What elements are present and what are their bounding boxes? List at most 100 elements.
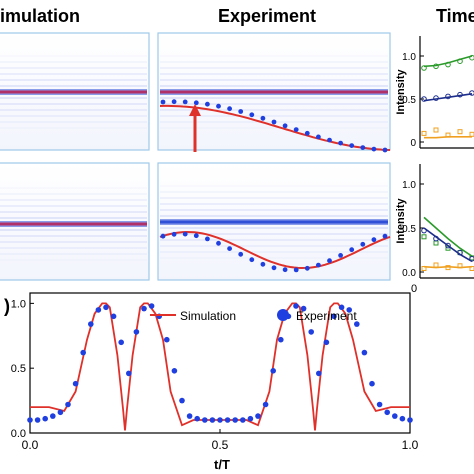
band-core [0,222,147,226]
overlay-point [205,101,210,107]
experiment-point [346,307,353,313]
experiment-point [354,321,360,327]
green-line [423,216,473,257]
experiment-point [194,415,200,422]
overlay-point [382,233,388,239]
green-square-point [433,240,439,246]
x-axis-label: t/T [214,457,230,472]
right-plot-top: 1.0 0.5 0 Intensity [395,36,474,149]
y-tick-label: 0.5 [402,95,416,106]
navy-circle-point [433,235,439,242]
experiment-point [407,417,413,423]
experiment-point [308,329,315,335]
overlay-point [293,267,299,273]
overlay-point [327,258,332,264]
orange-square-point [433,127,439,133]
overlay-point [260,115,266,121]
experiment-point [300,305,307,312]
navy-circle-point [469,90,474,96]
orange-square-point [445,265,451,271]
overlay-point [160,99,166,105]
navy-circle-point [445,93,451,100]
experiment-point [57,409,64,416]
experiment-point [209,417,216,423]
experiment-point [376,401,383,408]
overlay-point [238,109,244,114]
overlay-point [249,257,255,263]
experiment-point [148,303,155,309]
overlay-point [160,233,166,239]
overlay-point [282,123,288,129]
overlay-point [360,241,366,247]
orange-square-point [445,132,451,138]
experiment-point [323,339,330,346]
experiment-point [255,413,261,419]
navy-circle-point [433,95,439,101]
orange-square-point [457,263,463,269]
experiment-point [27,417,33,423]
exp-panel-top [157,32,391,153]
orange-line [423,265,473,269]
navy-circle-point [445,242,451,249]
experiment-point [42,415,48,422]
navy-circle-point [421,227,427,234]
experiment-point [316,370,322,377]
navy-line [423,93,473,102]
experiment-point [262,401,269,408]
overlay-point [304,130,310,136]
green-line [423,55,473,68]
overlay-point [327,137,332,143]
experiment-point [103,304,109,311]
overlay-point [193,233,199,239]
y-axis-label: Intensity [395,69,407,115]
overlay-point [349,247,355,253]
orange-square-point [469,131,474,137]
experiment-point [141,305,147,312]
y-tick-label: 0.0 [11,428,26,440]
legend-experiment-swatch [277,309,289,321]
navy-line [423,227,473,263]
overlay-point [349,143,355,149]
overlay-point [260,261,266,267]
header-simulation: imulation [0,6,80,26]
overlay-point [371,146,377,152]
overlay-point [227,106,233,112]
y-tick-label: 0.0 [402,268,416,279]
experiment-point [118,339,124,346]
exp-mid-simulation-curve [159,230,391,270]
navy-circle-point [457,91,463,98]
navy-circle-point [421,96,427,102]
experiment-point [88,321,94,327]
overlay-point [249,112,255,118]
overlay-point [360,145,366,151]
experiment-point [34,417,41,423]
experiment-point [186,413,193,419]
experiment-point [95,307,102,313]
legend-simulation-label: Simulation [180,309,236,323]
navy-circle-point [457,249,463,256]
experiment-point [224,417,231,423]
experiment-point [384,409,391,416]
overlay-point [316,134,321,140]
y-tick-label: 0.5 [11,363,26,375]
experiment-point [65,401,71,408]
overlay-point [271,119,277,125]
overlay-point [216,103,221,109]
experiment-point [171,368,178,374]
green-circle-point [421,65,427,71]
experiment-point [247,415,254,422]
main-chart: ) 0.0 0.5 1.0 0.0 0.5 1.0 Simulation Experime… [4,292,419,472]
experiment-point [72,380,79,387]
overlay-point [238,251,244,257]
y-tick-label: 1.0 [402,180,416,191]
experiment-point [133,329,140,335]
experiment-point [110,313,117,320]
exp-panel-bottom [157,162,391,281]
experiment-point [179,397,185,404]
experiment-point [392,413,398,419]
orange-square-point [457,129,463,135]
right-plot-bottom: 1.0 0.5 0.0 Intensity 0 [395,164,474,295]
green-circle-point [457,58,463,65]
experiment-point [399,415,406,422]
